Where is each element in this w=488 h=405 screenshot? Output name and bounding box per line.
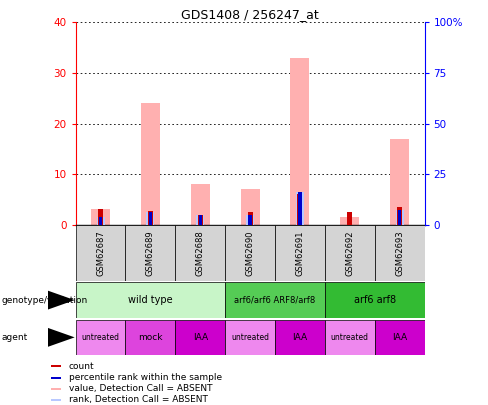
Bar bbox=[98, 209, 103, 225]
Bar bbox=[247, 212, 253, 225]
Bar bbox=[141, 103, 160, 225]
Bar bbox=[248, 215, 252, 225]
Text: GSM62687: GSM62687 bbox=[96, 230, 105, 276]
Text: untreated: untreated bbox=[81, 333, 120, 342]
Bar bbox=[149, 212, 152, 225]
Bar bbox=[241, 190, 260, 225]
Text: GSM62691: GSM62691 bbox=[295, 230, 305, 276]
Text: agent: agent bbox=[1, 333, 28, 342]
Text: wild type: wild type bbox=[128, 295, 173, 305]
Text: IAA: IAA bbox=[292, 333, 307, 342]
Bar bbox=[76, 282, 225, 318]
Bar bbox=[298, 194, 303, 225]
Bar bbox=[225, 320, 275, 355]
Bar bbox=[225, 282, 325, 318]
Bar bbox=[396, 210, 404, 225]
Text: GSM62689: GSM62689 bbox=[146, 230, 155, 276]
Bar bbox=[347, 212, 352, 225]
Bar bbox=[275, 225, 325, 281]
Bar bbox=[275, 320, 325, 355]
Bar bbox=[225, 225, 275, 281]
Bar bbox=[51, 399, 61, 401]
Title: GDS1408 / 256247_at: GDS1408 / 256247_at bbox=[181, 8, 319, 21]
Text: untreated: untreated bbox=[331, 333, 369, 342]
Bar bbox=[99, 217, 102, 225]
Bar bbox=[51, 365, 61, 367]
Polygon shape bbox=[48, 328, 75, 347]
Bar bbox=[325, 282, 425, 318]
Text: value, Detection Call = ABSENT: value, Detection Call = ABSENT bbox=[69, 384, 212, 393]
Bar bbox=[196, 215, 204, 225]
Bar bbox=[298, 192, 302, 225]
Bar bbox=[191, 184, 210, 225]
Text: GSM62693: GSM62693 bbox=[395, 230, 404, 276]
Text: count: count bbox=[69, 362, 95, 371]
Bar bbox=[175, 225, 225, 281]
Bar bbox=[246, 215, 254, 225]
Bar bbox=[125, 225, 175, 281]
Bar bbox=[325, 320, 375, 355]
Bar bbox=[175, 320, 225, 355]
Text: GSM62692: GSM62692 bbox=[346, 230, 354, 276]
Text: rank, Detection Call = ABSENT: rank, Detection Call = ABSENT bbox=[69, 395, 208, 404]
Bar bbox=[296, 192, 304, 225]
Text: IAA: IAA bbox=[193, 333, 208, 342]
Text: genotype/variation: genotype/variation bbox=[1, 296, 88, 305]
Bar bbox=[397, 207, 402, 225]
Bar bbox=[97, 217, 104, 225]
Text: mock: mock bbox=[138, 333, 163, 342]
Bar bbox=[198, 215, 203, 225]
Bar bbox=[375, 320, 425, 355]
Polygon shape bbox=[48, 291, 75, 309]
Bar bbox=[398, 210, 402, 225]
Bar bbox=[325, 225, 375, 281]
Bar bbox=[390, 139, 409, 225]
Text: untreated: untreated bbox=[231, 333, 269, 342]
Bar bbox=[290, 58, 309, 225]
Text: percentile rank within the sample: percentile rank within the sample bbox=[69, 373, 222, 382]
Text: IAA: IAA bbox=[392, 333, 407, 342]
Text: arf6 arf8: arf6 arf8 bbox=[354, 295, 396, 305]
Bar bbox=[199, 215, 202, 225]
Bar bbox=[76, 320, 125, 355]
Bar bbox=[91, 209, 110, 225]
Bar bbox=[76, 225, 125, 281]
Bar bbox=[340, 217, 359, 225]
Bar bbox=[375, 225, 425, 281]
Bar bbox=[125, 320, 175, 355]
Bar bbox=[51, 377, 61, 379]
Bar bbox=[51, 388, 61, 390]
Bar bbox=[146, 212, 154, 225]
Text: arf6/arf6 ARF8/arf8: arf6/arf6 ARF8/arf8 bbox=[234, 296, 316, 305]
Bar bbox=[148, 211, 153, 225]
Text: GSM62690: GSM62690 bbox=[245, 230, 255, 276]
Text: GSM62688: GSM62688 bbox=[196, 230, 205, 276]
